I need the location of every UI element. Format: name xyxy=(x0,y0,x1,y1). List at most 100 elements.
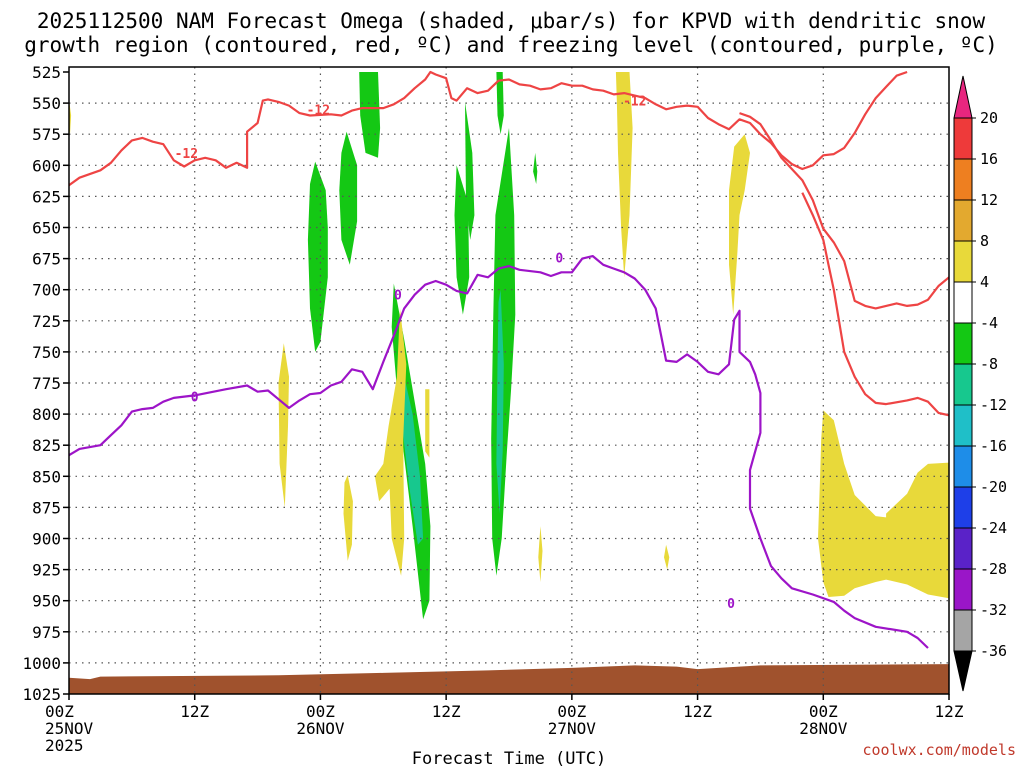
x-tick-label-72-1: 28NOV xyxy=(799,719,848,738)
dgz-contour-label-2: -12 xyxy=(623,95,646,110)
x-tick-label-72-0: 00Z xyxy=(809,702,838,721)
colorbar-segment-11 xyxy=(953,568,973,611)
y-tick-label-650: 650 xyxy=(32,219,61,238)
y-tick-label-525: 525 xyxy=(32,63,61,82)
x-tick-label-24-0: 00Z xyxy=(306,702,335,721)
colorbar-label-9: -20 xyxy=(980,478,1007,496)
omega-region-1 xyxy=(339,131,358,265)
colorbar-segment-6 xyxy=(953,363,973,406)
contour-line-0 xyxy=(69,70,908,187)
colorbar: 20 16 12 8 4 -4 -8 -12 -16 -20 -24 -28 -32 -36 xyxy=(953,75,1007,692)
colorbar-label-5: -4 xyxy=(980,314,998,332)
omega-region-3 xyxy=(454,165,470,315)
x-tick-label-60-0: 12Z xyxy=(683,702,712,721)
omega-region-9 xyxy=(402,366,424,545)
contour-layer xyxy=(69,70,949,649)
y-tick-label-1025: 1025 xyxy=(22,685,61,704)
omega-region-2 xyxy=(359,72,381,158)
omega-region-4 xyxy=(496,72,504,135)
omega-region-14 xyxy=(343,475,353,561)
omega-region-20 xyxy=(818,410,949,599)
x-tick-label-48-1: 27NOV xyxy=(548,719,597,738)
dgz-contour-label-1: -12 xyxy=(175,147,198,162)
credit-text: coolwx.com/models xyxy=(862,741,1016,759)
colorbar-bottom-arrow xyxy=(953,650,973,692)
colorbar-segment-10 xyxy=(953,527,973,570)
x-tick-label-48-0: 00Z xyxy=(557,702,586,721)
freezing-contour-label-3: 0 xyxy=(727,597,735,612)
x-tick-label-0-0: 00Z xyxy=(45,702,74,721)
colorbar-segment-4 xyxy=(953,281,973,324)
omega-region-12 xyxy=(278,343,289,508)
colorbar-segment-5 xyxy=(953,322,973,365)
omega-region-13 xyxy=(374,308,407,576)
colorbar-segment-3 xyxy=(953,240,973,283)
colorbar-segment-1 xyxy=(953,158,973,201)
colorbar-label-6: -8 xyxy=(980,355,998,373)
plot-frame xyxy=(68,66,950,695)
colorbar-label-10: -24 xyxy=(980,519,1007,537)
colorbar-segment-9 xyxy=(953,486,973,529)
y-tick-label-600: 600 xyxy=(32,156,61,175)
omega-region-6 xyxy=(465,101,475,240)
contour-line-1 xyxy=(739,112,949,310)
terrain-layer xyxy=(69,664,949,694)
y-tick-label-900: 900 xyxy=(32,530,61,549)
colorbar-label-3: 8 xyxy=(980,232,989,250)
y-tick-label-925: 925 xyxy=(32,561,61,580)
y-tick-label-625: 625 xyxy=(32,187,61,206)
y-tick-label-750: 750 xyxy=(32,343,61,362)
freezing-contour-label-0: 0 xyxy=(191,391,199,406)
y-tick-label-1000: 1000 xyxy=(22,654,61,673)
x-tick-label-12-0: 12Z xyxy=(180,702,209,721)
colorbar-label-0: 20 xyxy=(980,109,998,127)
colorbar-label-4: 4 xyxy=(980,273,989,291)
colorbar-label-13: -36 xyxy=(980,642,1007,660)
y-tick-label-700: 700 xyxy=(32,281,61,300)
omega-region-15 xyxy=(425,389,430,458)
chart-title-line2: growth region (contoured, red, ºC) and f… xyxy=(24,33,998,57)
omega-region-16 xyxy=(538,526,543,582)
colorbar-label-2: 12 xyxy=(980,191,998,209)
x-tick-label-84-0: 12Z xyxy=(935,702,964,721)
omega-region-7 xyxy=(533,152,538,184)
y-tick-label-575: 575 xyxy=(32,125,61,144)
y-tick-label-775: 775 xyxy=(32,374,61,393)
colorbar-label-8: -16 xyxy=(980,437,1007,455)
colorbar-segment-2 xyxy=(953,199,973,242)
colorbar-top-arrow xyxy=(953,75,973,119)
y-tick-label-975: 975 xyxy=(32,623,61,642)
y-tick-label-850: 850 xyxy=(32,467,61,486)
omega-region-18 xyxy=(729,134,750,315)
x-tick-label-24-1: 26NOV xyxy=(296,719,345,738)
omega-region-17 xyxy=(615,72,633,278)
contour-labels: -12 -12 -12 0 0 0 0 xyxy=(175,95,736,613)
y-axis-ticks: 525 550 575 600 625 650 675 700 725 750 775 800 825 8… xyxy=(22,63,69,704)
colorbar-label-7: -12 xyxy=(980,396,1007,414)
colorbar-segment-12 xyxy=(953,609,973,652)
colorbar-label-12: -32 xyxy=(980,601,1007,619)
terrain-fill xyxy=(69,664,949,694)
y-tick-label-875: 875 xyxy=(32,498,61,517)
y-tick-label-800: 800 xyxy=(32,405,61,424)
x-axis-label: Forecast Time (UTC) xyxy=(412,749,606,768)
omega-region-19 xyxy=(664,544,670,570)
freezing-contour-label-2: 0 xyxy=(555,251,563,266)
omega-shading-layer xyxy=(69,72,949,620)
omega-region-0 xyxy=(307,161,328,352)
grid-lines xyxy=(69,67,949,694)
x-tick-label-36-0: 12Z xyxy=(432,702,461,721)
y-tick-label-675: 675 xyxy=(32,250,61,269)
omega-region-10 xyxy=(496,289,504,514)
colorbar-label-1: 16 xyxy=(980,150,998,168)
dgz-contour-label-0: -12 xyxy=(307,103,330,118)
contour-line-2 xyxy=(801,192,949,417)
x-tick-label-0-2: 2025 xyxy=(45,736,84,755)
y-tick-label-825: 825 xyxy=(32,436,61,455)
freezing-contour-label-1: 0 xyxy=(394,289,402,304)
colorbar-segment-7 xyxy=(953,404,973,447)
colorbar-label-11: -28 xyxy=(980,560,1007,578)
y-tick-label-550: 550 xyxy=(32,94,61,113)
